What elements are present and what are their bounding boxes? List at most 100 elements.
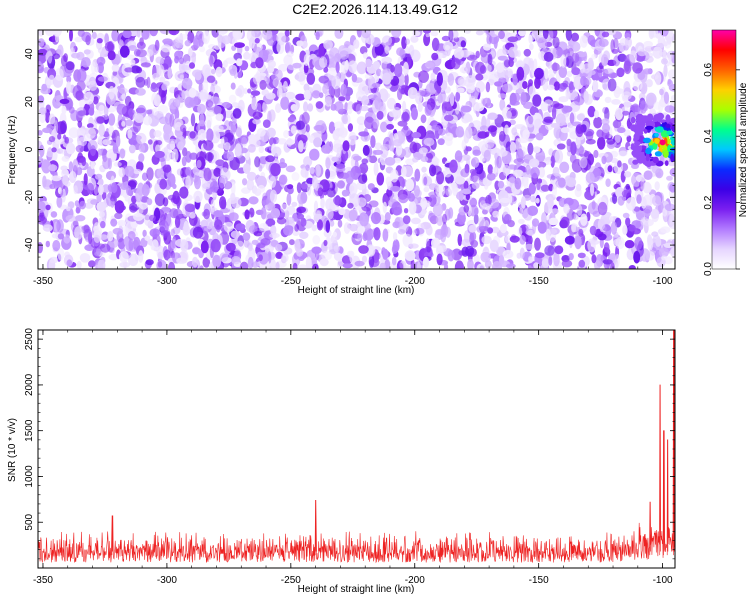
heatmap-cell (303, 156, 313, 167)
heatmap-cell (529, 43, 534, 51)
heatmap-cell (334, 30, 344, 39)
heatmap-cell (53, 120, 59, 134)
heatmap-cell (465, 146, 472, 152)
snr-panel: -350 -300 -250 -200 -150 -100 500 1000 1500 2000… (7, 328, 676, 595)
heatmap-cell (311, 246, 322, 254)
heatmap-cell (172, 236, 177, 249)
heatmap-cell (281, 253, 289, 263)
heatmap-cell (545, 61, 550, 67)
heatmap-cell (547, 84, 555, 91)
heatmap-cell (454, 260, 464, 269)
heatmap-cell (662, 41, 668, 47)
snr-x-tick-label: -150 (529, 575, 549, 586)
colorbar-gradient (711, 29, 737, 270)
heatmap-cell (617, 127, 626, 134)
heatmap-cell (318, 75, 329, 84)
heatmap-cell (479, 265, 484, 269)
heatmap-cell (269, 176, 277, 188)
heatmap-cell (171, 148, 179, 162)
heatmap-cell (556, 48, 564, 57)
heatmap-cell (408, 201, 417, 215)
heatmap-cell (44, 30, 55, 37)
heatmap-cell (48, 113, 56, 125)
heatmap-cell (96, 192, 102, 203)
heatmap-cell (264, 211, 273, 221)
colorbar-tick-label: 0.0 (703, 262, 714, 276)
colorbar-tick-label: 0.2 (703, 195, 714, 209)
heatmap-cell (414, 227, 425, 235)
heatmap-cell (184, 96, 194, 109)
heatmap-cell (189, 62, 195, 69)
heatmap-cell (286, 193, 292, 206)
heatmap-cell (472, 149, 482, 156)
heatmap-cell (303, 54, 310, 66)
heatmap-cell (400, 166, 407, 177)
heatmap-cell (79, 200, 86, 210)
heatmap-cell (625, 197, 637, 211)
heatmap-cell (405, 178, 415, 192)
heatmap-cell (637, 49, 647, 57)
heatmap-cell (65, 142, 76, 155)
heatmap-cell (645, 55, 654, 63)
heatmap-cell (640, 178, 645, 191)
heatmap-cell (445, 138, 453, 147)
heatmap-cell (370, 135, 376, 149)
heatmap-cell (390, 64, 395, 73)
heatmap-cell (56, 219, 64, 233)
heatmap-cell (489, 239, 499, 252)
heatmap-cell (538, 166, 546, 178)
heatmap-cell (121, 93, 126, 100)
heatmap-cell (455, 91, 461, 102)
heatmap-cell (571, 67, 581, 76)
colorbar-tick-label: 0.4 (703, 129, 714, 143)
heatmap-cell (117, 219, 127, 227)
heatmap-cell (622, 110, 630, 116)
heatmap-cell (191, 51, 197, 65)
heatmap-cell (661, 255, 668, 261)
heatmap-cell (598, 38, 609, 47)
heatmap-cell (499, 98, 506, 111)
heatmap-cell (348, 131, 357, 146)
heatmap-cell (670, 247, 675, 258)
heatmap-cell (61, 155, 70, 162)
heatmap-cell (162, 38, 173, 45)
heatmap-cell (185, 166, 192, 177)
heatmap-cell (345, 93, 351, 101)
heatmap-cell (552, 36, 560, 48)
heatmap-cell (66, 75, 72, 84)
heatmap-cell (414, 168, 421, 182)
heatmap-cell (428, 212, 436, 222)
heatmap-cell (437, 138, 445, 146)
heatmap-cell (100, 243, 111, 253)
heatmap-cell (270, 225, 277, 236)
heatmap-cell (48, 164, 58, 172)
heatmap-x-tick-label: -100 (653, 276, 673, 287)
heatmap-cell (602, 259, 613, 265)
heatmap-cell (396, 262, 404, 269)
heatmap-cell (544, 99, 553, 106)
heatmap-cell (591, 254, 597, 264)
heatmap-hotspot-cell (635, 143, 639, 149)
snr-x-ticks: -350 -300 -250 -200 -150 -100 (33, 330, 673, 586)
heatmap-cell (561, 259, 573, 268)
heatmap-cell (68, 161, 74, 173)
heatmap-cell (320, 197, 325, 209)
heatmap-cell (174, 108, 180, 121)
heatmap-hotspot-cell (654, 114, 660, 121)
heatmap-cell (307, 103, 314, 112)
heatmap-cell (275, 69, 283, 81)
heatmap-cell (315, 31, 320, 41)
heatmap-cell (392, 139, 403, 147)
heatmap-cell (515, 60, 525, 69)
heatmap-cell (321, 250, 332, 261)
heatmap-cell (127, 129, 133, 140)
heatmap-cell (146, 167, 154, 181)
heatmap-cell (392, 232, 398, 241)
heatmap-cell (57, 133, 62, 140)
heatmap-cell (578, 259, 586, 268)
heatmap-cell (541, 258, 550, 268)
heatmap-cell (128, 238, 134, 251)
heatmap-cell (535, 197, 540, 204)
heatmap-cell (243, 239, 250, 248)
heatmap-cell (57, 233, 65, 240)
